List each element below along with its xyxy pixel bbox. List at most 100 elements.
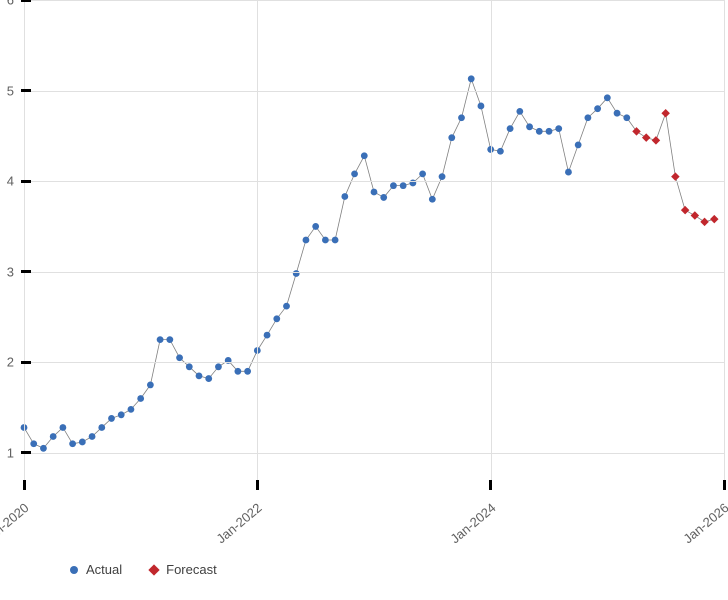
data-point (176, 354, 183, 361)
legend-swatch (148, 564, 159, 575)
data-point (196, 372, 203, 379)
data-point (303, 237, 310, 244)
y-axis-tick (21, 89, 31, 92)
data-point (536, 128, 543, 135)
gridline-horizontal (24, 91, 724, 92)
data-point (691, 211, 699, 219)
gridline-vertical (491, 0, 492, 480)
data-point (652, 136, 660, 144)
data-point (632, 127, 640, 135)
data-point (565, 169, 572, 176)
data-point (157, 336, 164, 343)
data-point (283, 303, 290, 310)
legend-swatch (70, 566, 78, 574)
plot-area (24, 0, 724, 480)
data-point (215, 363, 222, 370)
x-axis-tick (23, 480, 26, 490)
data-point (584, 114, 591, 121)
data-point (137, 395, 144, 402)
x-axis-label: Jan-2024 (447, 500, 498, 546)
y-axis-label: 6 (0, 0, 14, 8)
data-point (390, 182, 397, 189)
data-point (341, 193, 348, 200)
data-point (128, 406, 135, 413)
data-point (681, 206, 689, 214)
y-axis-tick (21, 180, 31, 183)
data-point (69, 440, 76, 447)
data-point (448, 134, 455, 141)
data-point (380, 194, 387, 201)
legend-item: Forecast (150, 562, 217, 577)
gridline-vertical (257, 0, 258, 480)
x-axis-label: Jan-2026 (680, 500, 728, 546)
time-series-chart: ActualForecast 123456Jan-2020Jan-2022Jan… (0, 0, 728, 600)
y-axis-tick (21, 0, 31, 2)
data-point (322, 237, 329, 244)
data-point (205, 375, 212, 382)
data-point (507, 125, 514, 132)
data-point (497, 148, 504, 155)
data-point (710, 215, 718, 223)
gridline-vertical (724, 0, 725, 480)
gridline-vertical (24, 0, 25, 480)
data-point (575, 142, 582, 149)
data-point (332, 237, 339, 244)
x-axis-label: Jan-2020 (0, 500, 32, 546)
y-axis-tick (21, 451, 31, 454)
data-point (30, 440, 37, 447)
data-point (555, 125, 562, 132)
data-point (439, 173, 446, 180)
legend-label: Forecast (166, 562, 217, 577)
series-lines (24, 0, 724, 480)
y-axis-label: 2 (0, 355, 14, 370)
data-point (40, 445, 47, 452)
data-point (312, 223, 319, 230)
x-axis-tick (256, 480, 259, 490)
y-axis-label: 3 (0, 264, 14, 279)
gridline-horizontal (24, 272, 724, 273)
data-point (59, 424, 66, 431)
data-point (50, 433, 57, 440)
y-axis-label: 4 (0, 174, 14, 189)
data-point (429, 196, 436, 203)
legend-item: Actual (70, 562, 122, 577)
data-point (661, 109, 669, 117)
data-point (273, 315, 280, 322)
gridline-horizontal (24, 362, 724, 363)
data-point (671, 172, 679, 180)
data-point (419, 170, 426, 177)
data-point (264, 332, 271, 339)
gridline-horizontal (24, 453, 724, 454)
data-point (478, 103, 485, 110)
x-axis-tick (723, 480, 726, 490)
y-axis-tick (21, 270, 31, 273)
gridline-horizontal (24, 181, 724, 182)
data-point (516, 108, 523, 115)
x-axis-label: Jan-2022 (214, 500, 265, 546)
data-point (89, 433, 96, 440)
data-point (604, 94, 611, 101)
data-point (400, 182, 407, 189)
data-point (147, 382, 154, 389)
y-axis-tick (21, 361, 31, 364)
data-point (244, 368, 251, 375)
legend-label: Actual (86, 562, 122, 577)
legend: Actual Forecast (70, 562, 217, 577)
data-point (594, 105, 601, 112)
x-axis-tick (489, 480, 492, 490)
y-axis-label: 5 (0, 83, 14, 98)
data-point (700, 218, 708, 226)
data-point (546, 128, 553, 135)
data-point (79, 439, 86, 446)
data-point (118, 411, 125, 418)
data-point (458, 114, 465, 121)
data-point (98, 424, 105, 431)
data-point (468, 75, 475, 82)
series-line (24, 79, 714, 449)
data-point (234, 368, 241, 375)
data-point (166, 336, 173, 343)
data-point (186, 363, 193, 370)
data-point (614, 110, 621, 117)
gridline-horizontal (24, 0, 724, 1)
data-point (108, 415, 115, 422)
